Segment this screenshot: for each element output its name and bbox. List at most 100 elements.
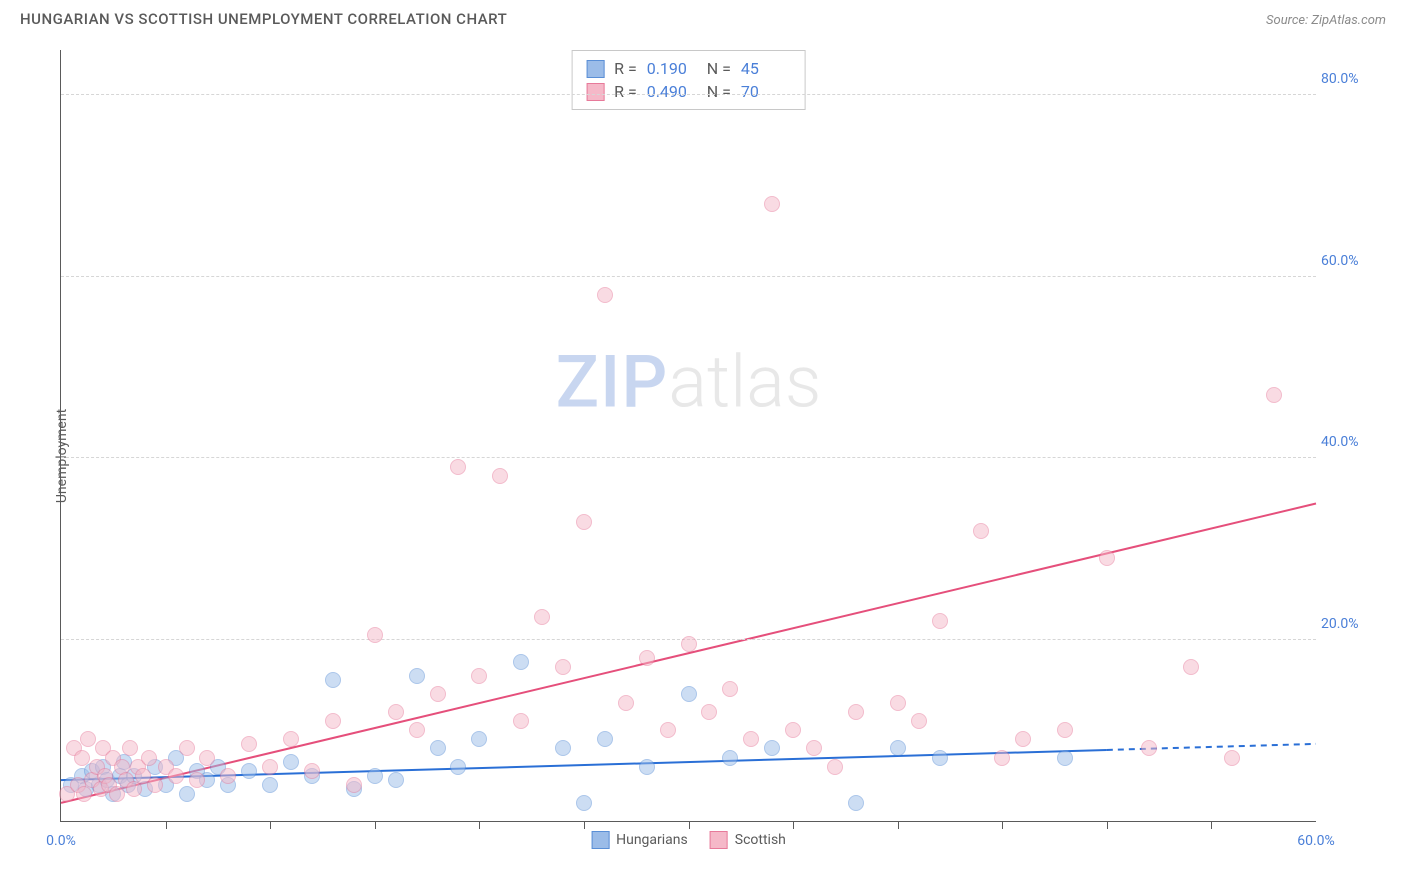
data-point (555, 740, 571, 756)
data-point (911, 713, 927, 729)
data-point (471, 668, 487, 684)
data-point (388, 704, 404, 720)
y-tick-label: 80.0% (1321, 71, 1376, 87)
data-point (450, 759, 466, 775)
data-point (430, 686, 446, 702)
data-point (80, 731, 96, 747)
data-point (76, 786, 92, 802)
data-point (141, 750, 157, 766)
data-point (764, 740, 780, 756)
data-point (147, 777, 163, 793)
data-point (304, 763, 320, 779)
legend-swatch (586, 83, 604, 101)
r-value: 0.190 (647, 59, 697, 78)
r-label: R = (614, 82, 637, 101)
data-point (1141, 740, 1157, 756)
data-point (168, 768, 184, 784)
data-point (262, 759, 278, 775)
data-point (241, 763, 257, 779)
data-point (409, 668, 425, 684)
x-tick (1211, 821, 1212, 829)
watermark: ZIPatlas (556, 339, 822, 424)
data-point (722, 750, 738, 766)
y-tick-label: 40.0% (1321, 434, 1376, 450)
data-point (1057, 750, 1073, 766)
data-point (681, 686, 697, 702)
x-tick-label: 60.0% (1297, 833, 1335, 849)
x-tick (270, 821, 271, 829)
data-point (597, 287, 613, 303)
gridline (61, 94, 1316, 95)
legend-swatch (591, 831, 609, 849)
correlation-legend: R =0.190N =45R =0.490N =70 (571, 50, 806, 110)
data-point (450, 459, 466, 475)
watermark-part2: atlas (668, 339, 821, 424)
data-point (471, 731, 487, 747)
correlation-legend-row: R = 0.190 N = 45 (586, 57, 791, 80)
x-tick (584, 821, 585, 829)
n-label: N = (707, 59, 731, 78)
data-point (388, 772, 404, 788)
data-point (890, 695, 906, 711)
data-point (74, 750, 90, 766)
data-point (848, 704, 864, 720)
data-point (126, 781, 142, 797)
legend-item: Scottish (710, 831, 786, 849)
x-tick (689, 821, 690, 829)
source-attribution: Source: ZipAtlas.com (1266, 13, 1386, 28)
data-point (1015, 731, 1031, 747)
trend-line-extrapolated (1107, 744, 1316, 750)
gridline (61, 457, 1316, 458)
x-tick-label: 0.0% (46, 833, 76, 849)
data-point (890, 740, 906, 756)
data-point (283, 731, 299, 747)
y-tick-label: 60.0% (1321, 253, 1376, 269)
data-point (1099, 550, 1115, 566)
data-point (1266, 387, 1282, 403)
data-point (367, 627, 383, 643)
data-point (346, 777, 362, 793)
data-point (409, 722, 425, 738)
data-point (241, 736, 257, 752)
data-point (122, 740, 138, 756)
r-value: 0.490 (647, 82, 697, 101)
data-point (430, 740, 446, 756)
plot-area: ZIPatlas R =0.190N =45R =0.490N =70 Hung… (60, 50, 1316, 822)
trend-line (61, 504, 1316, 803)
data-point (785, 722, 801, 738)
data-point (848, 795, 864, 811)
x-tick (1002, 821, 1003, 829)
data-point (325, 713, 341, 729)
data-point (262, 777, 278, 793)
watermark-part1: ZIP (556, 339, 669, 424)
correlation-legend-row: R =0.490N =70 (586, 80, 791, 103)
n-value: 45 (741, 59, 791, 78)
r-label: R = (614, 59, 637, 78)
x-tick (1107, 821, 1108, 829)
x-tick (898, 821, 899, 829)
data-point (199, 750, 215, 766)
data-point (325, 672, 341, 688)
data-point (283, 754, 299, 770)
data-point (492, 468, 508, 484)
y-tick-label: 20.0% (1321, 616, 1376, 632)
legend-label: Scottish (735, 832, 786, 848)
data-point (367, 768, 383, 784)
data-point (932, 750, 948, 766)
legend-swatch (586, 60, 604, 78)
data-point (555, 659, 571, 675)
data-point (701, 704, 717, 720)
data-point (806, 740, 822, 756)
legend-label: Hungarians (616, 832, 688, 848)
x-tick (166, 821, 167, 829)
data-point (681, 636, 697, 652)
data-point (534, 609, 550, 625)
n-value: 70 (741, 82, 791, 101)
x-tick (793, 821, 794, 829)
data-point (743, 731, 759, 747)
data-point (994, 750, 1010, 766)
data-point (973, 523, 989, 539)
chart-container: Unemployment ZIPatlas R =0.190N =45R =0.… (20, 40, 1386, 872)
data-point (722, 681, 738, 697)
data-point (660, 722, 676, 738)
